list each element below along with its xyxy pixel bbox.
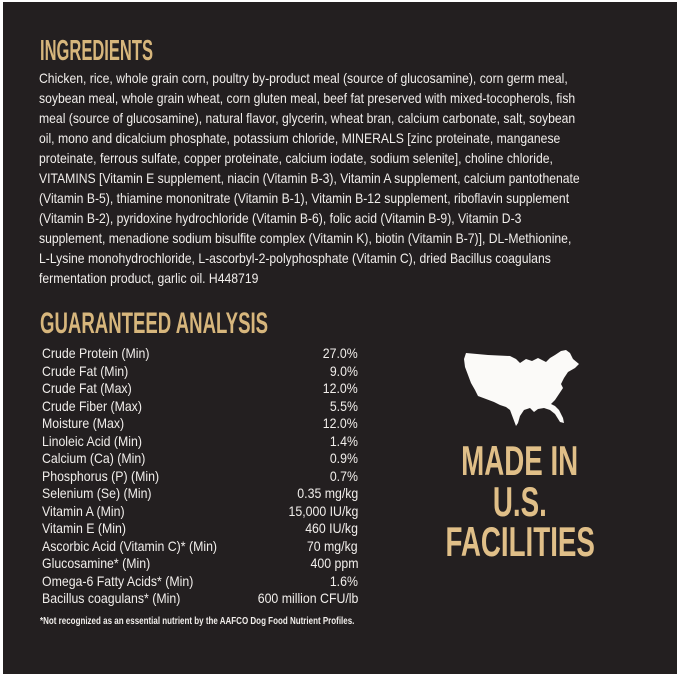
nutrient-label: Glucosamine* (Min) [42,555,151,571]
table-row: Crude Fat (Min) 9.0% [42,363,358,381]
nutrient-value: 12.0% [323,380,358,396]
usa-map-icon [464,350,579,426]
nutrient-label: Crude Protein (Min) [42,345,150,361]
nutrient-label: Ascorbic Acid (Vitamin C)* (Min) [42,537,218,554]
nutrient-label: Moisture (Max) [42,415,125,431]
table-row: Calcium (Ca) (Min) 0.9% [42,450,358,468]
guaranteed-analysis-table: Crude Protein (Min) 27.0% Crude Fat (Min… [42,345,358,608]
nutrient-label: Omega-6 Fatty Acids* (Min) [42,572,194,589]
pet-food-label-panel: INGREDIENTS Chicken, rice, whole grain c… [3,2,677,674]
nutrient-label: Vitamin E (Min) [42,520,126,536]
nutrient-value: 0.35 mg/kg [297,485,358,501]
ingredients-list-text: Chicken, rice, whole grain corn, poultry… [39,70,580,286]
nutrient-label: Calcium (Ca) (Min) [42,450,146,466]
table-row: Linoleic Acid (Min) 1.4% [42,433,358,451]
nutrient-value: 9.0% [329,362,358,379]
table-row: Bacillus coagulans* (Min) 600 million CF… [42,590,358,608]
table-row: Vitamin E (Min) 460 IU/kg [42,520,358,538]
nutrient-value: 15,000 IU/kg [288,502,358,519]
table-row: Glucosamine* (Min) 400 ppm [42,555,358,573]
nutrient-label: Crude Fat (Max) [42,380,132,396]
nutrient-value: 1.4% [329,432,358,449]
nutrient-value: 0.7% [329,467,358,484]
made-in-text-line3: FACILITIES [400,521,640,563]
nutrient-value: 27.0% [323,345,358,361]
nutrient-label: Phosphorus (P) (Min) [42,467,160,484]
nutrient-label: Crude Fat (Min) [42,362,129,379]
nutrient-label: Selenium (Se) (Min) [42,485,152,501]
nutrient-value: 1.6% [329,572,358,589]
made-in-text-line1: MADE IN [400,440,640,482]
made-in-text: MADE IN [461,437,579,484]
table-row: Crude Fat (Max) 12.0% [42,380,358,398]
table-row: Crude Fiber (Max) 5.5% [42,398,358,416]
table-row: Selenium (Se) (Min) 0.35 mg/kg [42,485,358,503]
nutrient-value: 460 IU/kg [305,520,358,536]
nutrient-value: 12.0% [323,415,358,431]
ingredients-heading: INGREDIENTS [40,35,153,67]
table-row: Ascorbic Acid (Vitamin C)* (Min) 70 mg/k… [42,538,358,556]
nutrient-value: 70 mg/kg [307,537,358,554]
nutrient-value: 400 ppm [310,555,358,571]
aafco-footnote: *Not recognized as an essential nutrient… [40,616,355,627]
made-in-text-line2: U.S. [400,481,640,523]
us-text: U.S. [493,478,547,525]
nutrient-label: Vitamin A (Min) [42,502,125,519]
nutrient-value: 600 million CFU/lb [257,590,358,606]
nutrient-value: 5.5% [329,397,358,414]
table-row: Phosphorus (P) (Min) 0.7% [42,468,358,486]
nutrient-label: Crude Fiber (Max) [42,397,142,414]
nutrient-label: Bacillus coagulans* (Min) [42,590,181,606]
table-row: Moisture (Max) 12.0% [42,415,358,433]
table-row: Vitamin A (Min) 15,000 IU/kg [42,503,358,521]
table-row: Omega-6 Fatty Acids* (Min) 1.6% [42,573,358,591]
facilities-text: FACILITIES [445,518,595,565]
table-row: Crude Protein (Min) 27.0% [42,345,358,363]
nutrient-label: Linoleic Acid (Min) [42,432,142,449]
guaranteed-analysis-heading: GUARANTEED ANALYSIS [40,307,269,340]
nutrient-value: 0.9% [329,450,358,466]
